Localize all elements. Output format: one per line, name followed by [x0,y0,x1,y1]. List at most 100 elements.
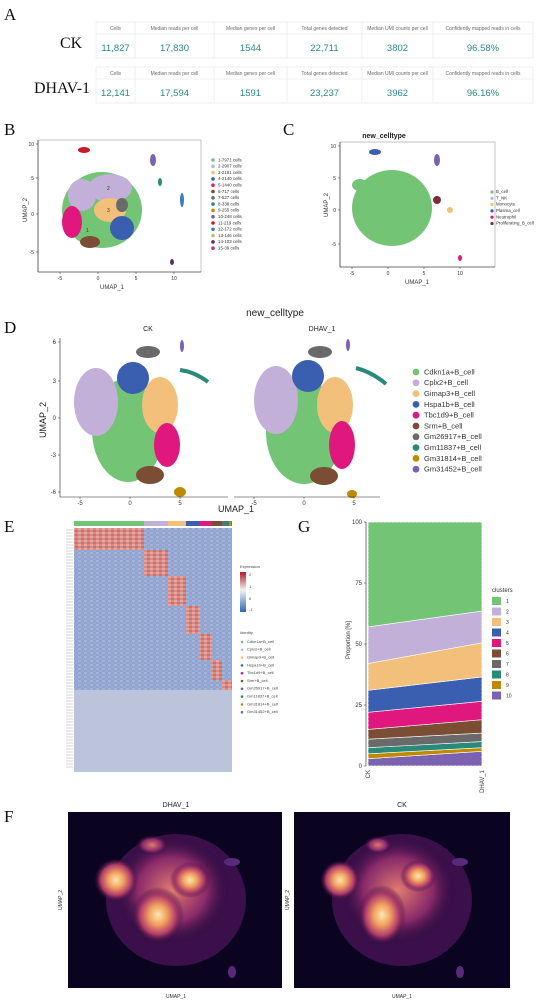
stats-table: CK Cells 11,827 Median reads per cell 17,830… [34,21,534,104]
x-tick-label: 5 [178,501,182,507]
density-hotspot-1 [320,860,360,900]
ck-subplot-title: CK [143,326,153,333]
x-tick-label: 0 [302,501,306,507]
dhav-subplot-title: DHAV_1 [309,326,336,333]
legend-swatch [492,649,501,658]
ck-density-plot [294,812,510,988]
legend-label: 7 [506,662,509,668]
legend-label: Srm+B_cell [247,678,268,683]
value-cell: 11,827 [101,43,129,54]
legend-label: 2-2907 cells [218,164,242,169]
legend-label: Gm26917+B_cell [247,686,278,691]
legend-label: Cplx2+B_cell [424,378,468,387]
dhav-umap [254,339,388,498]
heat-block-other [222,680,232,690]
b-cell-region [352,170,432,246]
identity-bar-segment [200,521,212,526]
legend-swatch [211,240,215,244]
x-axis-label: UMAP_1 [405,280,430,286]
legend-label: Hspa1b+B_cell [247,662,274,667]
cluster-5-region [62,206,82,238]
header-cell: Cells [110,26,122,32]
hspa1b-region [117,362,149,394]
cluster-14-region [170,259,174,265]
legend-label: Cdkn1a+B_cell [247,639,274,644]
legend-swatch [211,233,215,238]
identity-bar-segment [168,521,186,526]
density-hotspot-2 [358,885,406,945]
header-cell: Median genes per cell [226,71,275,77]
legend-item: Cdkn1a+B_cell [412,367,475,376]
legend-swatch [211,227,215,232]
legend-label: Gimap3+B_cell [424,389,475,398]
panel-label-f: F [4,807,13,826]
identity-bar-segment [222,521,226,526]
legend-item: Gimap3+B_cell [412,389,475,398]
value-cell: 1544 [240,43,261,54]
panel-c-axes: -5 0 5 10 10 5 0 -5 [330,142,495,277]
plasma-cell-region [369,149,381,155]
stats-row-box [95,21,534,59]
value-cell: 12,141 [101,88,130,99]
legend-swatch [490,215,494,219]
legend-swatch [492,618,501,626]
legend-swatch [211,214,215,219]
legend-swatch [240,640,244,644]
identity-color-bar [74,521,232,526]
y-tick-label: 25 [355,703,362,709]
legend-label: Gm31814+B_cell [247,701,278,706]
legend-swatch [240,679,244,683]
legend-item: 13-146 cells [211,233,242,238]
t-nk-region [434,154,440,166]
y-tick-label: 3 [53,379,57,385]
density-hotspot-2 [132,887,184,943]
cluster-12-region [180,193,184,207]
gimap3-region [142,377,178,433]
legend-item: 10 [492,691,512,700]
y-tick-label: -3 [51,453,57,459]
header-cell: Cells [110,71,122,77]
x-axis-label: UMAP_1 [100,285,125,291]
expression-legend-title: Expression [240,564,260,569]
legend-item: 4 [492,628,509,637]
cluster-8-region [158,178,162,186]
y-tick-label: -5 [30,250,35,256]
legend-label: 5 [506,641,509,647]
legend-swatch [211,202,215,206]
ck-x-axis-label: UMAP_1 [392,994,412,1000]
legend-label: B_cell [496,189,508,194]
legend-label: Gm31452+B_cell [424,465,482,474]
identity-bar-segment [226,521,229,526]
legend-swatch [490,196,494,200]
header-cell: Median UMI counts per cell [367,71,428,77]
legend-item: Gm31452+B_cell [412,465,482,474]
legend-swatch [240,695,244,698]
sample-label: DHAV-1 [34,80,90,97]
density-hotspot-3 [400,860,436,892]
legend-label: Tbc1d9+B_cell [247,670,274,675]
legend-swatch [412,444,420,451]
density-satellite [224,858,240,866]
legend-item: 1 [492,597,509,605]
legend-item: Gm26917+B_cell [240,686,278,691]
identity-bar-segment [212,521,222,526]
y-tick-label: 10 [28,142,34,148]
legend-label: 11-219 cells [218,220,242,225]
panel-label-g: G [298,517,310,536]
ck-y-axis-label: UMAP_2 [285,890,291,910]
legend-label: Srm+B_cell [424,421,463,430]
legend-label: Gm11837+B_cell [247,694,278,699]
y-tick-label: 5 [333,176,336,182]
panel-label-d: D [4,318,16,337]
cluster-number-3: 3 [107,208,110,214]
x-tick-label: 5 [135,276,138,282]
legend-label: 1-7971 cells [218,157,242,162]
expression-ticks: 2 1 0 -1 [249,572,253,612]
legend-swatch [412,465,420,473]
legend-swatch [240,687,244,691]
proliferating-region [433,196,441,204]
legend-item: 11-219 cells [211,220,242,225]
